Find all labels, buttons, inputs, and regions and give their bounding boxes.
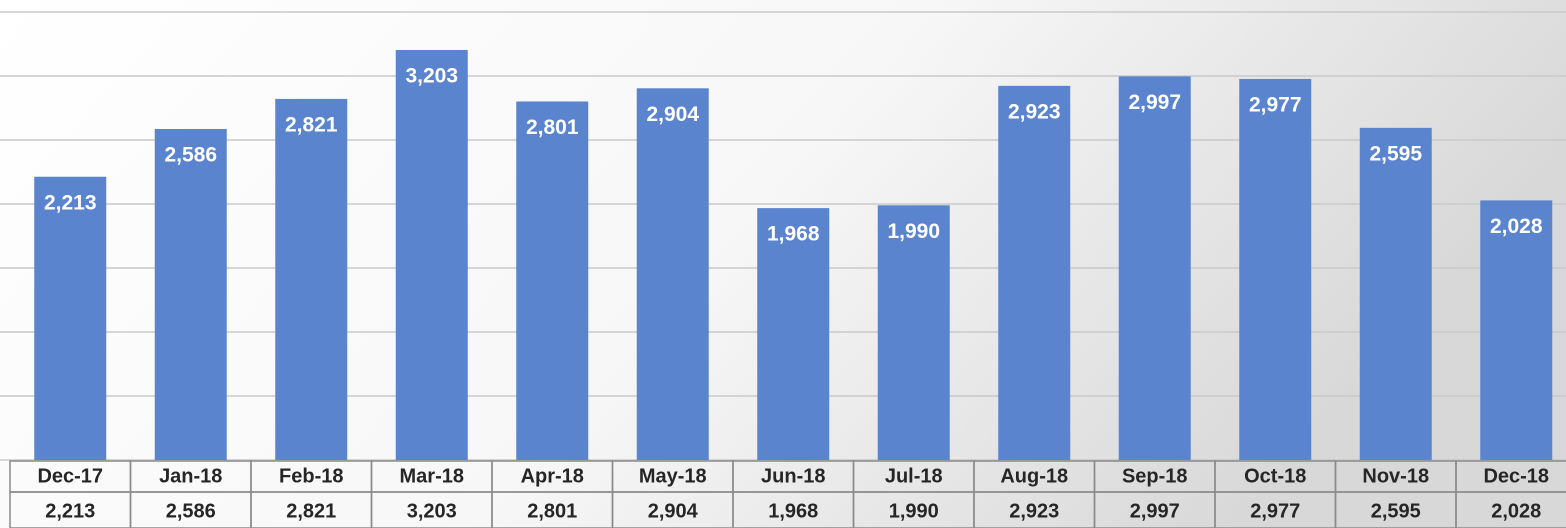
data-label: 2,977 — [1249, 93, 1302, 116]
bar — [154, 128, 227, 460]
x-tick-label: Dec-18 — [1483, 465, 1549, 487]
data-label: 2,923 — [1008, 100, 1061, 123]
table-value: 2,213 — [45, 500, 95, 522]
data-label: 2,821 — [285, 113, 338, 136]
bar — [1239, 78, 1312, 460]
x-tick-label: Aug-18 — [1000, 465, 1068, 487]
x-tick-label: Dec-17 — [37, 465, 103, 487]
table-value: 2,923 — [1009, 500, 1059, 522]
table-value: 2,595 — [1371, 500, 1421, 522]
data-label: 2,213 — [44, 191, 97, 214]
bar — [757, 208, 830, 460]
table-value: 2,028 — [1491, 500, 1541, 522]
bar — [275, 98, 348, 461]
bar — [1359, 127, 1432, 460]
bar — [516, 101, 589, 461]
bar — [395, 50, 468, 461]
x-tick-label: May-18 — [639, 465, 707, 487]
table-value: 3,203 — [407, 500, 457, 522]
x-tick-label: Mar-18 — [400, 465, 464, 487]
data-label: 2,028 — [1490, 215, 1543, 238]
x-tick-label: Sep-18 — [1122, 465, 1188, 487]
table-value: 2,586 — [166, 500, 216, 522]
data-label: 2,586 — [164, 144, 217, 167]
x-tick-label: Jan-18 — [159, 465, 222, 487]
x-tick-label: Nov-18 — [1362, 465, 1429, 487]
data-label: 1,968 — [767, 223, 820, 246]
data-label: 3,203 — [405, 65, 458, 88]
x-tick-label: Apr-18 — [521, 465, 584, 487]
table-value: 2,977 — [1250, 500, 1300, 522]
data-label: 1,990 — [887, 220, 940, 243]
bar — [636, 88, 709, 461]
x-tick-label: Jul-18 — [885, 465, 943, 487]
bar — [1118, 76, 1191, 460]
data-label: 2,904 — [646, 103, 699, 126]
x-tick-label: Feb-18 — [279, 465, 343, 487]
data-label: 2,595 — [1369, 142, 1422, 165]
table-value: 2,821 — [286, 500, 336, 522]
data-label: 2,997 — [1128, 91, 1181, 114]
data-label: 2,801 — [526, 116, 579, 139]
bar — [34, 176, 107, 460]
table-value: 1,990 — [889, 500, 939, 522]
x-tick-label: Oct-18 — [1244, 465, 1306, 487]
table-cell — [1455, 491, 1566, 528]
table-value: 2,801 — [527, 500, 577, 522]
bar — [1480, 200, 1553, 460]
table-value: 2,904 — [648, 500, 699, 522]
bar — [877, 205, 950, 460]
x-tick-label: Jun-18 — [761, 465, 825, 487]
table-value: 2,997 — [1130, 500, 1180, 522]
table-value: 1,968 — [768, 500, 818, 522]
bar — [998, 85, 1071, 460]
